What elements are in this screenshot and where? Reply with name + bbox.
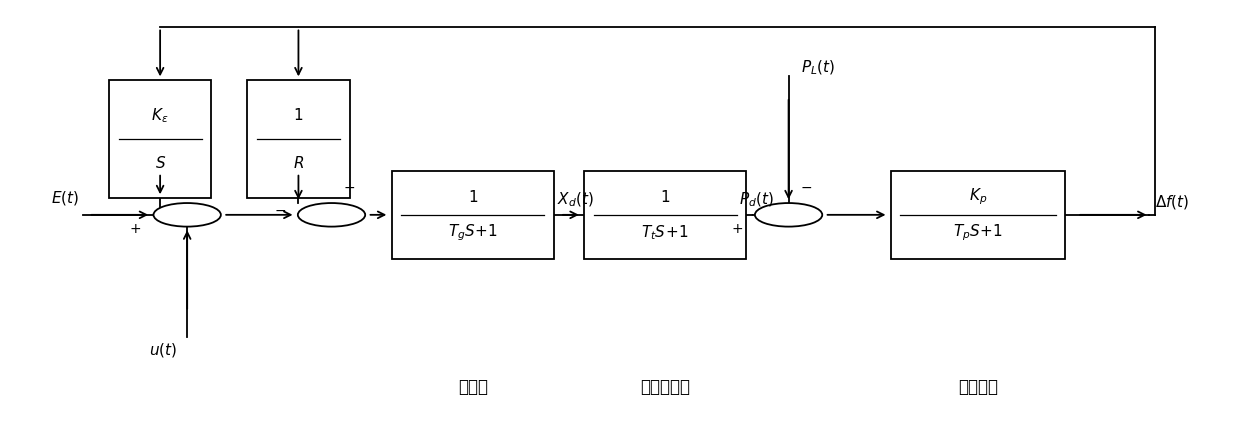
Text: −: − xyxy=(274,204,285,217)
Text: +: + xyxy=(732,222,743,237)
Text: −: − xyxy=(343,181,355,194)
Text: $S$: $S$ xyxy=(155,155,166,171)
Text: $E(t)$: $E(t)$ xyxy=(51,189,79,207)
Text: $1$: $1$ xyxy=(467,189,477,205)
Text: $T_{p}S\!+\!1$: $T_{p}S\!+\!1$ xyxy=(952,222,1003,243)
Text: $X_{d}(t)$: $X_{d}(t)$ xyxy=(557,191,594,209)
Text: −: − xyxy=(801,181,812,194)
Text: $T_{t}S\!+\!1$: $T_{t}S\!+\!1$ xyxy=(641,223,689,242)
Text: $T_{g}S\!+\!1$: $T_{g}S\!+\!1$ xyxy=(448,222,498,243)
Circle shape xyxy=(298,203,366,227)
Text: $R$: $R$ xyxy=(293,155,304,171)
Circle shape xyxy=(755,203,822,227)
Text: 柴油发电机: 柴油发电机 xyxy=(640,378,691,396)
FancyBboxPatch shape xyxy=(247,80,350,198)
Text: 电力系统: 电力系统 xyxy=(959,378,998,396)
Circle shape xyxy=(154,203,221,227)
Text: $P_{d}(t)$: $P_{d}(t)$ xyxy=(739,191,774,209)
Text: +: + xyxy=(130,222,141,237)
Text: $1$: $1$ xyxy=(294,108,304,124)
Text: $K_{p}$: $K_{p}$ xyxy=(968,187,987,207)
FancyBboxPatch shape xyxy=(584,171,746,259)
Text: $P_{L}(t)$: $P_{L}(t)$ xyxy=(801,58,835,77)
Text: 调速器: 调速器 xyxy=(458,378,487,396)
FancyBboxPatch shape xyxy=(890,171,1065,259)
Text: $1$: $1$ xyxy=(660,189,671,205)
FancyBboxPatch shape xyxy=(109,80,211,198)
FancyBboxPatch shape xyxy=(392,171,554,259)
Text: $u(t)$: $u(t)$ xyxy=(149,341,177,359)
Text: $\Delta f(t)$: $\Delta f(t)$ xyxy=(1156,193,1189,211)
Text: $K_{\varepsilon}$: $K_{\varepsilon}$ xyxy=(151,106,169,125)
